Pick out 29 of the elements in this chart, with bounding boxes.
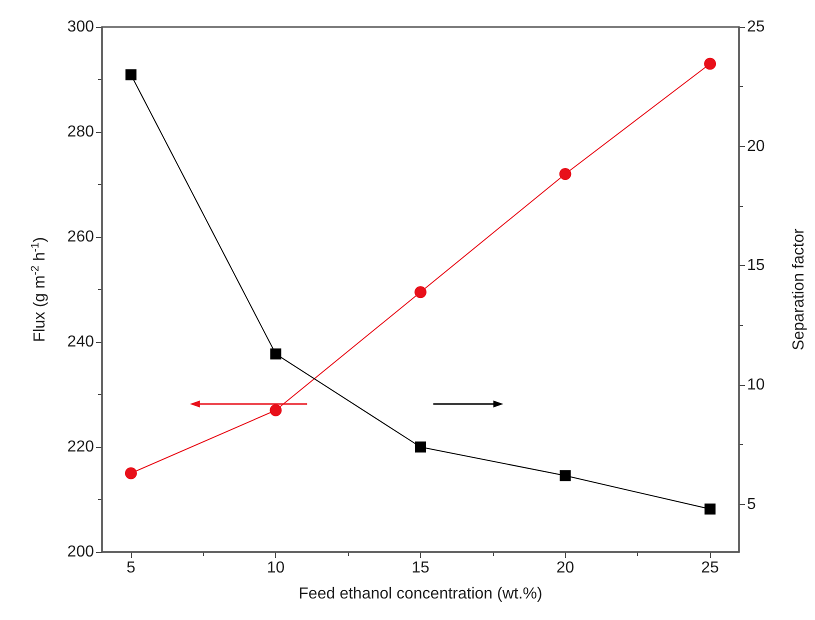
y-tick-label: 260 xyxy=(67,228,94,246)
y2-tick-label: 5 xyxy=(747,496,756,513)
x-tick-label: 10 xyxy=(266,560,285,576)
point xyxy=(559,168,572,180)
point xyxy=(270,348,282,360)
point xyxy=(560,470,571,482)
y2-tick-label: 25 xyxy=(747,18,765,36)
x-tick-label: 5 xyxy=(126,560,136,576)
y-tick-label: 300 xyxy=(67,18,94,36)
x-tick-label: 15 xyxy=(412,560,430,576)
point xyxy=(414,286,426,298)
y2-tick-label: 20 xyxy=(747,138,765,155)
x-tick-label: 25 xyxy=(701,560,720,576)
y-axis-title: Flux (g m-2 h-1) xyxy=(30,237,48,342)
y2-tick-label: 10 xyxy=(747,376,765,394)
x-axis-title: Feed ethanol concentration (wt.%) xyxy=(298,586,542,602)
y-tick-label: 240 xyxy=(67,334,94,350)
y-tick-label: 280 xyxy=(67,124,94,140)
point xyxy=(704,58,716,70)
y-tick-label: 200 xyxy=(67,544,94,560)
point xyxy=(125,69,136,80)
point xyxy=(270,404,282,416)
y2-axis-title: Separation factor xyxy=(790,228,808,350)
y-tick-label: 220 xyxy=(67,438,94,456)
point xyxy=(704,504,716,515)
point xyxy=(124,467,137,480)
x-tick-label: 20 xyxy=(556,560,574,576)
y2-tick-label: 15 xyxy=(747,257,765,274)
point xyxy=(415,442,426,452)
